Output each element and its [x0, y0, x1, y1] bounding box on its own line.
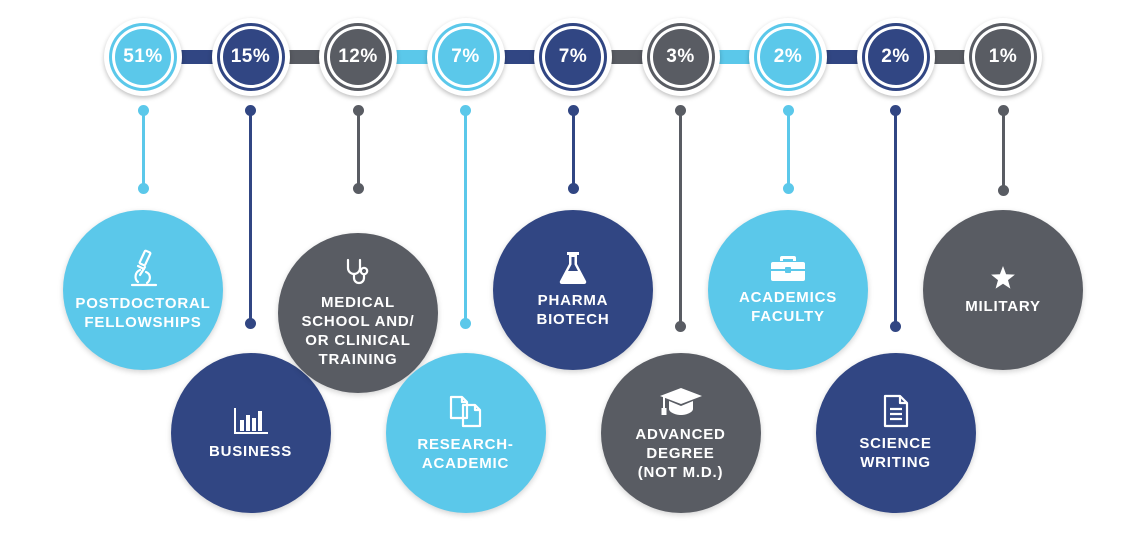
connector-dot — [890, 104, 901, 116]
category-label: ADVANCED DEGREE (NOT M.D.) — [635, 425, 726, 481]
percent-circle: 15% — [211, 18, 290, 96]
document-icon — [882, 394, 910, 428]
connector-dot — [245, 317, 256, 329]
connector-dot — [997, 184, 1009, 196]
connector-stem — [894, 110, 897, 326]
percent-ring: 2% — [757, 26, 819, 88]
connector-dot — [890, 320, 901, 332]
category-circle: POSTDOCTORAL FELLOWSHIPS — [63, 210, 223, 370]
percent-ring: 2% — [864, 26, 927, 88]
percent-ring: 15% — [219, 26, 282, 88]
connector-dot — [782, 104, 794, 116]
connector-stem — [786, 110, 790, 188]
connector-dot — [782, 182, 794, 194]
percent-value: 1% — [988, 46, 1018, 67]
connector-dot — [997, 104, 1009, 116]
category-circle: ACADEMICS FACULTY — [708, 210, 868, 370]
percent-circle: 51% — [104, 18, 182, 96]
bar-chart-icon — [232, 406, 270, 436]
flask-icon — [558, 251, 588, 285]
graduation-cap-icon — [658, 385, 704, 419]
star-icon — [990, 265, 1016, 291]
connector-dot — [567, 104, 579, 116]
percent-circle: 3% — [641, 18, 720, 96]
category-circle: RESEARCH- ACADEMIC — [385, 353, 546, 513]
connector-dot — [352, 104, 364, 116]
connector-stem — [1001, 110, 1005, 190]
category-label: SCIENCE WRITING — [859, 435, 932, 471]
connector-dot — [352, 182, 364, 194]
connector-dot — [460, 104, 471, 116]
percent-ring: 1% — [972, 26, 1034, 88]
category-label: ACADEMICS FACULTY — [738, 289, 838, 325]
connector-dot — [137, 104, 149, 116]
category-circle: MEDICAL SCHOOL AND/ OR CLINICAL TRAINING — [278, 233, 438, 393]
percent-value: 2% — [881, 46, 910, 67]
percent-value: 12% — [338, 46, 378, 67]
connector-dot — [675, 320, 686, 332]
percent-circle: 2% — [856, 18, 935, 96]
category-circle: PHARMA BIOTECH — [493, 210, 653, 370]
percent-ring: 7% — [434, 26, 497, 88]
category-circle: SCIENCE WRITING — [815, 353, 976, 513]
connector-stem — [464, 110, 467, 323]
connector-stem — [679, 110, 682, 326]
category-label: MEDICAL SCHOOL AND/ OR CLINICAL TRAINING — [301, 294, 415, 368]
connector-stem — [356, 110, 360, 188]
microscope-icon — [126, 248, 160, 288]
connector-stem — [571, 110, 575, 188]
percent-circle: 2% — [749, 18, 827, 96]
connector-dot — [137, 182, 149, 194]
percent-value: 3% — [666, 46, 695, 67]
percent-ring: 7% — [542, 26, 604, 88]
category-label: RESEARCH- ACADEMIC — [417, 436, 514, 472]
documents-icon — [447, 393, 485, 429]
percent-value: 7% — [451, 46, 480, 67]
category-label: PHARMA BIOTECH — [536, 292, 610, 328]
percent-ring: 12% — [327, 26, 389, 88]
percent-value: 2% — [773, 46, 803, 67]
connector-stem — [141, 110, 145, 188]
percent-ring: 3% — [649, 26, 712, 88]
percent-circle: 7% — [534, 18, 612, 96]
category-circle: ADVANCED DEGREE (NOT M.D.) — [600, 353, 761, 513]
stethoscope-icon — [343, 257, 373, 287]
percent-circle: 7% — [426, 18, 505, 96]
connector-dot — [567, 182, 579, 194]
percent-circle: 1% — [964, 18, 1042, 96]
connector-dot — [245, 104, 256, 116]
percent-value: 51% — [123, 46, 163, 67]
briefcase-icon — [770, 254, 806, 282]
category-label: MILITARY — [965, 297, 1041, 315]
category-label: POSTDOCTORAL FELLOWSHIPS — [75, 295, 211, 331]
connector-dot — [675, 104, 686, 116]
category-circle: MILITARY — [923, 210, 1083, 370]
connector-dot — [460, 317, 471, 329]
percent-ring: 51% — [112, 26, 174, 88]
percent-circle: 12% — [319, 18, 397, 96]
percent-value: 15% — [230, 46, 271, 67]
connector-stem — [249, 110, 252, 323]
category-circle: BUSINESS — [170, 353, 331, 513]
category-label: BUSINESS — [208, 442, 293, 460]
percent-value: 7% — [558, 46, 588, 67]
